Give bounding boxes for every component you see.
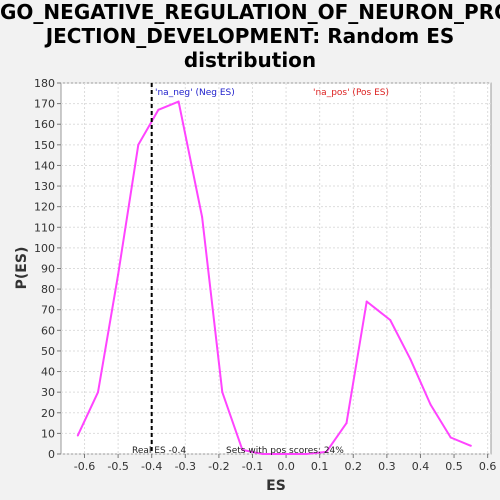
x-tick-label: 0.1	[311, 460, 329, 473]
x-tick-label: -0.2	[208, 460, 229, 473]
series-group	[76, 100, 472, 455]
y-tick-label: 0	[48, 448, 55, 461]
data-point	[449, 436, 452, 439]
y-tick-label: 110	[34, 221, 55, 234]
data-point	[137, 143, 140, 146]
data-point	[261, 453, 264, 455]
y-tick-label: 130	[34, 180, 55, 193]
y-tick-label: 160	[34, 118, 55, 131]
x-tick-label: 0.4	[412, 460, 430, 473]
data-point	[157, 108, 160, 111]
data-point	[305, 453, 308, 455]
data-point	[285, 453, 288, 455]
x-tick-label: 0.0	[277, 460, 295, 473]
y-axis-label: P(ES)	[14, 247, 30, 290]
y-tick-label: 100	[34, 242, 55, 255]
x-tick-label: 0.3	[378, 460, 396, 473]
x-tick-label: 0.2	[345, 460, 363, 473]
series-line	[76, 100, 472, 455]
title-line-1: GO_NEGATIVE_REGULATION_OF_NEURON_PRO	[0, 0, 500, 24]
y-tick-label: 10	[41, 427, 55, 440]
title-line-3: distribution	[183, 48, 317, 72]
x-tick-label: -0.6	[74, 460, 95, 473]
data-point	[117, 273, 120, 276]
data-point	[201, 215, 204, 218]
data-point	[96, 391, 99, 394]
legend-pos: 'na_pos' (Pos ES)	[313, 88, 389, 98]
data-point	[177, 100, 180, 103]
y-tick-label: 60	[41, 324, 55, 337]
x-tick-label: 0.6	[479, 460, 497, 473]
y-tick-label: 120	[34, 201, 55, 214]
annotation-real-es: Real ES -0.4	[132, 446, 186, 456]
data-point	[76, 434, 79, 437]
data-point	[409, 358, 412, 361]
legend-neg: 'na_neg' (Neg ES)	[155, 88, 235, 98]
y-tick-label: 30	[41, 386, 55, 399]
data-point	[469, 444, 472, 447]
data-point	[221, 391, 224, 394]
chart-title: GO_NEGATIVE_REGULATION_OF_NEURON_PRO JEC…	[0, 0, 500, 72]
data-point	[389, 319, 392, 322]
data-point	[429, 403, 432, 406]
y-tick-label: 70	[41, 304, 55, 317]
x-tick-label: -0.1	[242, 460, 263, 473]
x-tick-label: -0.5	[107, 460, 128, 473]
x-axis: -0.6 -0.5 -0.4 -0.3 -0.2 -0.1 0.0 0.1 0.2 0.3 0.4 0…	[74, 454, 497, 473]
grid	[61, 82, 491, 455]
x-axis-label: ES	[266, 478, 286, 494]
x-tick-label: -0.4	[141, 460, 162, 473]
y-tick-label: 90	[41, 263, 55, 276]
y-tick-label: 170	[34, 98, 55, 111]
y-axis: 0 10 20 30 40 50 60 70 80 90 100 110 120 130 140 150 160…	[34, 77, 61, 461]
annotation-pos-scores: Sets with pos scores: 24%	[226, 446, 344, 456]
y-tick-label: 20	[41, 407, 55, 420]
y-tick-label: 80	[41, 283, 55, 296]
data-point	[325, 450, 328, 453]
data-point	[241, 448, 244, 451]
y-tick-label: 140	[34, 159, 55, 172]
data-point	[365, 300, 368, 303]
y-tick-label: 40	[41, 366, 55, 379]
data-point	[345, 422, 348, 425]
x-tick-label: 0.5	[445, 460, 463, 473]
y-tick-label: 180	[34, 77, 55, 90]
title-line-2: JECTION_DEVELOPMENT: Random ES	[45, 24, 455, 48]
y-tick-label: 150	[34, 139, 55, 152]
x-tick-label: -0.3	[175, 460, 196, 473]
y-tick-label: 50	[41, 345, 55, 358]
